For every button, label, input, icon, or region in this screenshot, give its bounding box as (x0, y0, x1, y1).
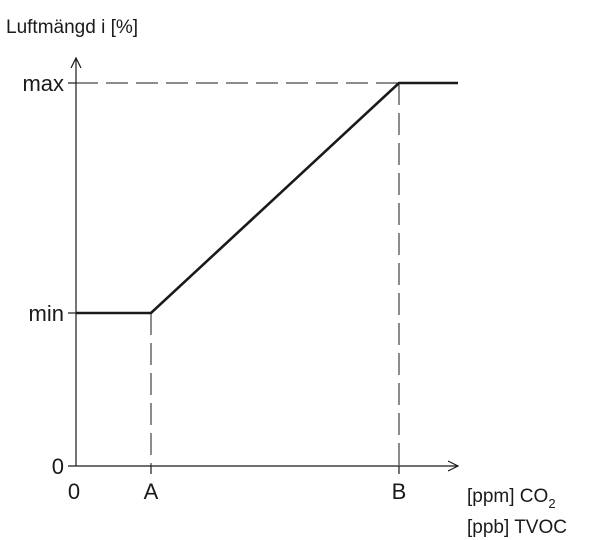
x-unit-co2: [ppm] CO2 (467, 486, 556, 511)
x-unit-co2-subscript: 2 (548, 496, 555, 511)
x-tick-label-zero: 0 (68, 479, 80, 504)
airflow-curve (76, 81, 458, 315)
x-tick-label-b: B (392, 479, 407, 504)
x-unit-tvoc: [ppb] TVOC (467, 517, 567, 538)
x-unit-co2-prefix: [ppm] CO (467, 486, 548, 507)
y-tick-label-min: min (29, 301, 64, 326)
y-tick-label-max: max (22, 71, 64, 96)
x-tick-label-a: A (144, 479, 159, 504)
y-axis-title: Luftmängd i [%] (6, 17, 138, 38)
y-tick-label-zero: 0 (52, 454, 64, 479)
